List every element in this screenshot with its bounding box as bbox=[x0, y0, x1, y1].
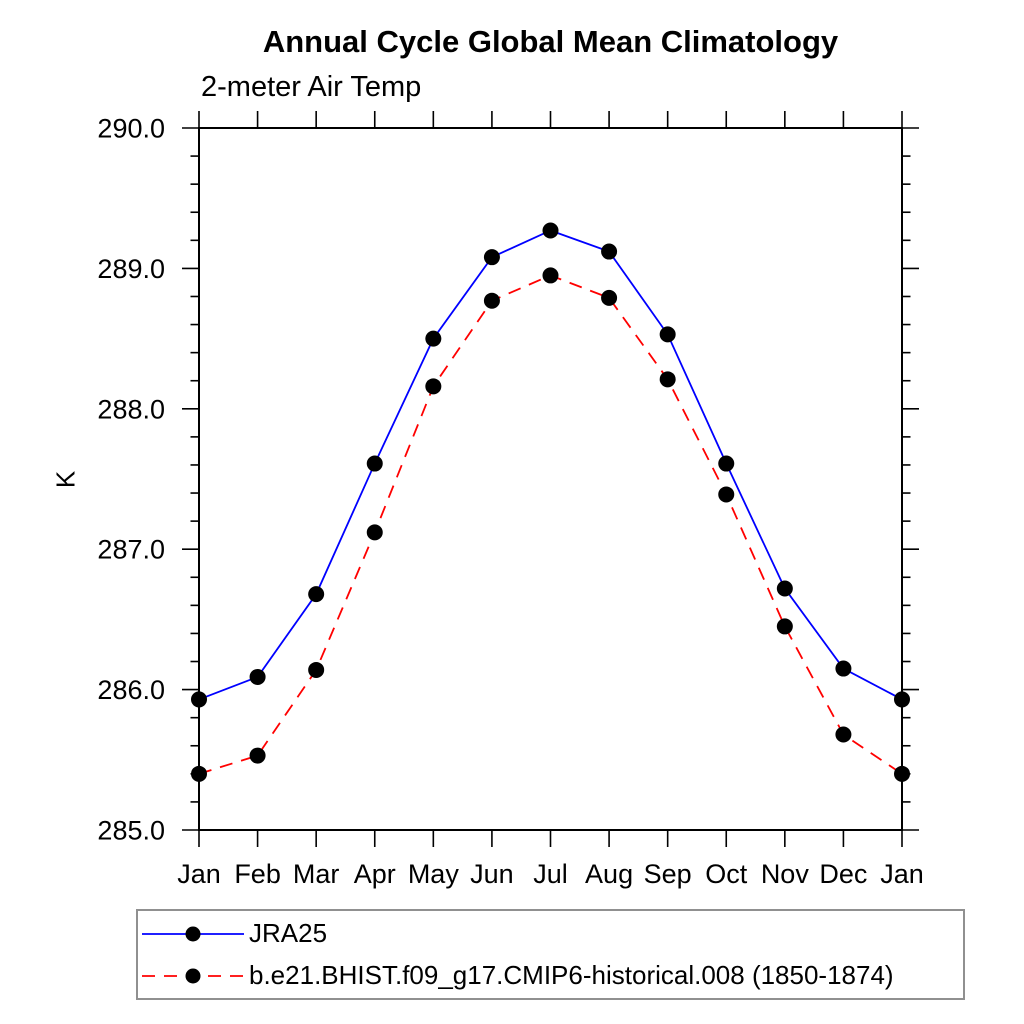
x-tick-label: Jun bbox=[470, 859, 514, 889]
legend-line-sample-solid bbox=[142, 926, 244, 941]
y-tick-label: 290.0 bbox=[97, 114, 165, 144]
data-point-marker-series-0 bbox=[601, 243, 618, 260]
legend-sample-marker bbox=[185, 968, 201, 983]
legend-line-sample-dashed bbox=[142, 968, 244, 983]
data-point-marker-series-0 bbox=[894, 691, 910, 708]
y-tick-label: 286.0 bbox=[97, 675, 165, 705]
y-tick-label: 288.0 bbox=[97, 394, 165, 424]
data-point-marker-series-0 bbox=[718, 455, 735, 472]
data-point-marker-series-1 bbox=[366, 524, 383, 541]
data-point-marker-series-1 bbox=[894, 765, 910, 782]
legend-label-jra25: JRA25 bbox=[249, 918, 328, 948]
data-point-marker-series-1 bbox=[835, 726, 852, 743]
chart-subtitle: 2-meter Air Temp bbox=[201, 71, 422, 103]
data-point-marker-series-1 bbox=[542, 267, 559, 284]
data-point-marker-series-0 bbox=[659, 326, 676, 343]
legend-label-cmip6-historical: b.e21.BHIST.f09_g17.CMIP6-historical.008… bbox=[249, 960, 894, 990]
x-tick-label: May bbox=[408, 859, 460, 889]
series-line-0 bbox=[198, 229, 903, 701]
x-tick-label: Feb bbox=[234, 859, 281, 889]
data-point-marker-series-0 bbox=[542, 222, 559, 239]
legend-item-jra25: JRA25 bbox=[138, 913, 963, 955]
data-point-marker-series-0 bbox=[191, 691, 207, 708]
y-tick-label: 287.0 bbox=[97, 535, 165, 565]
x-tick-label: Oct bbox=[705, 859, 748, 889]
data-point-marker-series-1 bbox=[425, 378, 442, 395]
data-point-marker-series-0 bbox=[308, 586, 325, 603]
x-tick-label: Jan bbox=[177, 859, 221, 889]
x-tick-label: Aug bbox=[585, 859, 633, 889]
data-point-marker-series-1 bbox=[483, 292, 500, 309]
data-point-marker-series-1 bbox=[776, 618, 793, 635]
data-point-marker-series-1 bbox=[249, 747, 266, 764]
data-point-marker-series-0 bbox=[249, 668, 266, 685]
data-point-marker-series-0 bbox=[776, 580, 793, 597]
series-line-1 bbox=[198, 274, 903, 775]
data-point-marker-series-0 bbox=[425, 330, 442, 347]
x-tick-label: Jan bbox=[880, 859, 924, 889]
data-point-marker-series-1 bbox=[308, 661, 325, 678]
data-point-marker-series-1 bbox=[191, 765, 207, 782]
x-tick-label: Dec bbox=[819, 859, 867, 889]
y-tick-label: 285.0 bbox=[97, 816, 165, 846]
data-point-marker-series-1 bbox=[601, 289, 618, 306]
legend-sample-marker bbox=[185, 926, 201, 941]
data-point-marker-series-0 bbox=[835, 660, 852, 677]
x-tick-label: Nov bbox=[761, 859, 810, 889]
data-point-marker-series-0 bbox=[366, 455, 383, 472]
legend-box: JRA25 b.e21.BHIST.f09_g17.CMIP6-historic… bbox=[136, 909, 965, 1000]
x-tick-label: Sep bbox=[644, 859, 692, 889]
legend-item-cmip6-historical: b.e21.BHIST.f09_g17.CMIP6-historical.008… bbox=[138, 955, 963, 997]
x-tick-label: Jul bbox=[533, 859, 568, 889]
x-tick-label: Apr bbox=[354, 859, 396, 889]
chart-title: Annual Cycle Global Mean Climatology bbox=[262, 24, 839, 59]
data-point-marker-series-0 bbox=[483, 249, 500, 266]
data-point-marker-series-1 bbox=[718, 486, 735, 503]
y-tick-label: 289.0 bbox=[97, 254, 165, 284]
data-point-marker-series-1 bbox=[659, 371, 676, 388]
x-tick-label: Mar bbox=[293, 859, 340, 889]
